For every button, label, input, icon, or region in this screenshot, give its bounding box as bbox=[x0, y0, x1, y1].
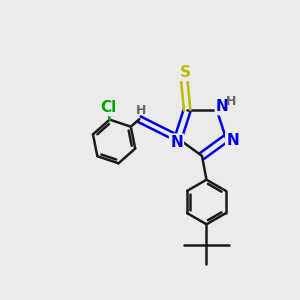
Text: H: H bbox=[226, 95, 236, 108]
Text: Cl: Cl bbox=[100, 100, 117, 115]
Text: N: N bbox=[226, 134, 239, 148]
Text: N: N bbox=[170, 135, 183, 150]
Text: S: S bbox=[180, 65, 191, 80]
Text: N: N bbox=[216, 99, 229, 114]
Text: H: H bbox=[136, 104, 146, 117]
